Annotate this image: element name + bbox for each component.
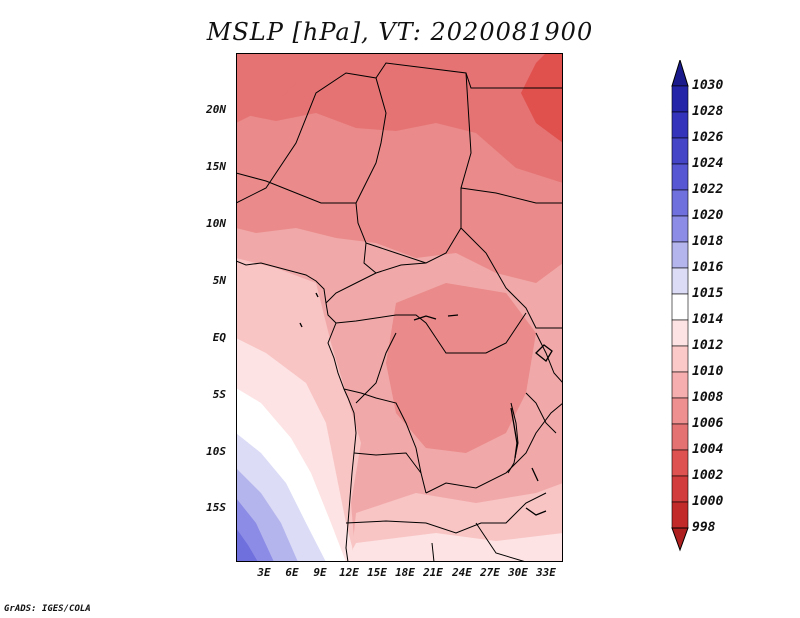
country-borders bbox=[236, 62, 563, 562]
colorbar-segment bbox=[671, 371, 689, 399]
pressure-ocean-darkblue bbox=[236, 528, 258, 562]
lake-outlines bbox=[299, 292, 553, 516]
colorbar-level-label: 1018 bbox=[692, 234, 724, 249]
colorbar-level-label: 1026 bbox=[692, 130, 724, 145]
colorbar-level-label: 1015 bbox=[692, 286, 724, 301]
lat-tick-label: 10S bbox=[206, 445, 226, 458]
map-title: MSLP [hPa], VT: 2020081900 bbox=[206, 18, 594, 46]
colorbar-segment bbox=[671, 267, 689, 295]
colorbar-level-label: 1028 bbox=[692, 104, 724, 119]
grads-credit: GrADS: IGES/COLA bbox=[4, 604, 91, 614]
pressure-congo-basin bbox=[386, 283, 536, 453]
colorbar-level-label: 1020 bbox=[692, 208, 724, 223]
lat-tick-label: 20N bbox=[206, 103, 226, 116]
lon-tick-label: 27E bbox=[480, 566, 500, 579]
lon-tick-label: 3E bbox=[257, 566, 271, 579]
colorbar-level-label: 1022 bbox=[692, 182, 724, 197]
colorbar-segment bbox=[671, 60, 689, 87]
lat-tick-label: 5N bbox=[212, 274, 226, 287]
colorbar-level-label: 1008 bbox=[692, 390, 724, 405]
map-panel bbox=[236, 53, 563, 562]
lon-tick-label: 12E bbox=[339, 566, 359, 579]
lat-tick-label: EQ bbox=[212, 331, 226, 344]
colorbar-level-label: 1012 bbox=[692, 338, 724, 353]
lon-tick-label: 18E bbox=[395, 566, 415, 579]
colorbar-segment bbox=[671, 85, 689, 113]
map-frame-border bbox=[236, 53, 563, 562]
colorbar-level-label: 1004 bbox=[692, 442, 724, 457]
pressure-northwest-red bbox=[236, 53, 306, 123]
colorbar-level-label: 1002 bbox=[692, 468, 724, 483]
colorbar-level-label: 1000 bbox=[692, 494, 724, 509]
colorbar-level-label: 1016 bbox=[692, 260, 724, 275]
lon-tick-label: 6E bbox=[285, 566, 299, 579]
pressure-far-north bbox=[236, 53, 563, 183]
lat-tick-label: 10N bbox=[206, 217, 226, 230]
lon-tick-label: 33E bbox=[536, 566, 556, 579]
colorbar-level-label: 1014 bbox=[692, 312, 724, 327]
lat-tick-label: 15N bbox=[206, 160, 226, 173]
pressure-south-palepink bbox=[346, 533, 563, 562]
colorbar-segment bbox=[671, 397, 689, 425]
lon-tick-label: 30E bbox=[508, 566, 528, 579]
colorbar-segment bbox=[671, 241, 689, 269]
colorbar-level-label: 1030 bbox=[692, 78, 724, 93]
lat-tick-label: 15S bbox=[206, 501, 226, 514]
colorbar-segment bbox=[671, 293, 689, 321]
colorbar-level-label: 1006 bbox=[692, 416, 724, 431]
lon-tick-label: 21E bbox=[423, 566, 443, 579]
colorbar bbox=[671, 60, 689, 552]
colorbar-segment bbox=[671, 163, 689, 191]
colorbar-segment bbox=[671, 319, 689, 347]
colorbar-segment bbox=[671, 423, 689, 451]
colorbar-segment bbox=[671, 189, 689, 217]
lat-tick-label: 5S bbox=[212, 388, 226, 401]
colorbar-segment bbox=[671, 137, 689, 165]
lon-tick-label: 24E bbox=[452, 566, 472, 579]
colorbar-segment bbox=[671, 345, 689, 373]
lon-tick-label: 9E bbox=[313, 566, 327, 579]
colorbar-segment bbox=[671, 111, 689, 139]
colorbar-segment bbox=[671, 527, 689, 552]
colorbar-level-label: 1010 bbox=[692, 364, 724, 379]
colorbar-level-label: 998 bbox=[692, 520, 716, 535]
colorbar-segment bbox=[671, 215, 689, 243]
lon-tick-label: 15E bbox=[367, 566, 387, 579]
colorbar-segment bbox=[671, 501, 689, 529]
pressure-northeast-low bbox=[521, 53, 563, 143]
colorbar-level-label: 1024 bbox=[692, 156, 724, 171]
colorbar-segment bbox=[671, 475, 689, 503]
colorbar-segment bbox=[671, 449, 689, 477]
